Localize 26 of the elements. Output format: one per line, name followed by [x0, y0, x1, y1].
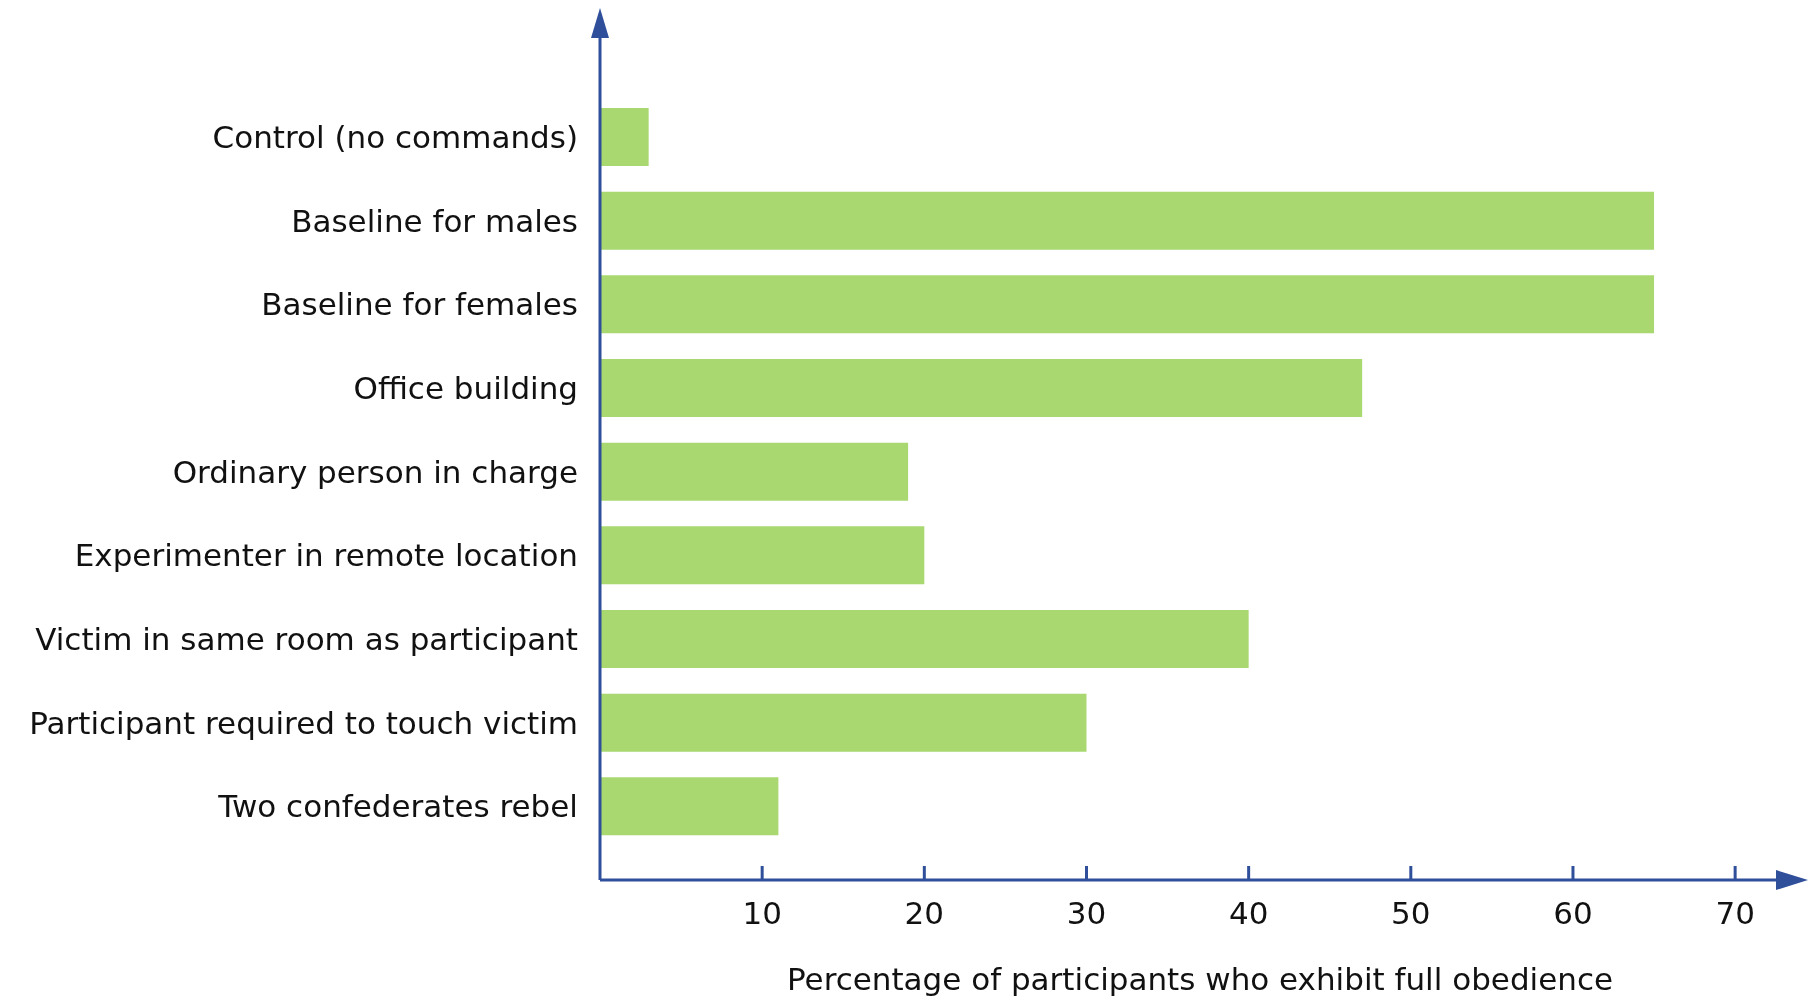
y-tick-label: Baseline for males — [291, 202, 578, 239]
y-tick-label: Baseline for females — [261, 286, 578, 323]
bar — [600, 191, 1655, 250]
y-tick-label: Ordinary person in charge — [172, 453, 578, 490]
bar — [600, 777, 779, 836]
x-tick-label: 40 — [1228, 895, 1269, 932]
bar — [600, 359, 1363, 417]
x-tick-label: 60 — [1553, 895, 1593, 932]
bar — [600, 108, 649, 166]
y-tick-label: Experimenter in remote location — [74, 537, 578, 574]
x-tick-label: 50 — [1391, 895, 1431, 932]
bar — [600, 693, 1087, 752]
y-tick-label: Control (no commands) — [212, 118, 578, 155]
bar — [600, 610, 1249, 668]
y-tick-label: Participant required to touch victim — [29, 704, 578, 741]
bar — [600, 526, 925, 585]
bar — [600, 275, 1655, 334]
x-tick-label: 30 — [1066, 895, 1107, 932]
bar — [600, 442, 909, 501]
x-axis-title: Percentage of participants who exhibit full obedience — [786, 961, 1614, 997]
y-tick-label: Two confederates rebel — [217, 788, 578, 825]
x-tick-label: 20 — [904, 895, 945, 932]
y-tick-label: Victim in same room as participant — [35, 620, 578, 657]
x-tick-label: 70 — [1715, 895, 1755, 932]
y-tick-label: Office building — [353, 369, 578, 406]
x-tick-label: 10 — [742, 895, 782, 932]
